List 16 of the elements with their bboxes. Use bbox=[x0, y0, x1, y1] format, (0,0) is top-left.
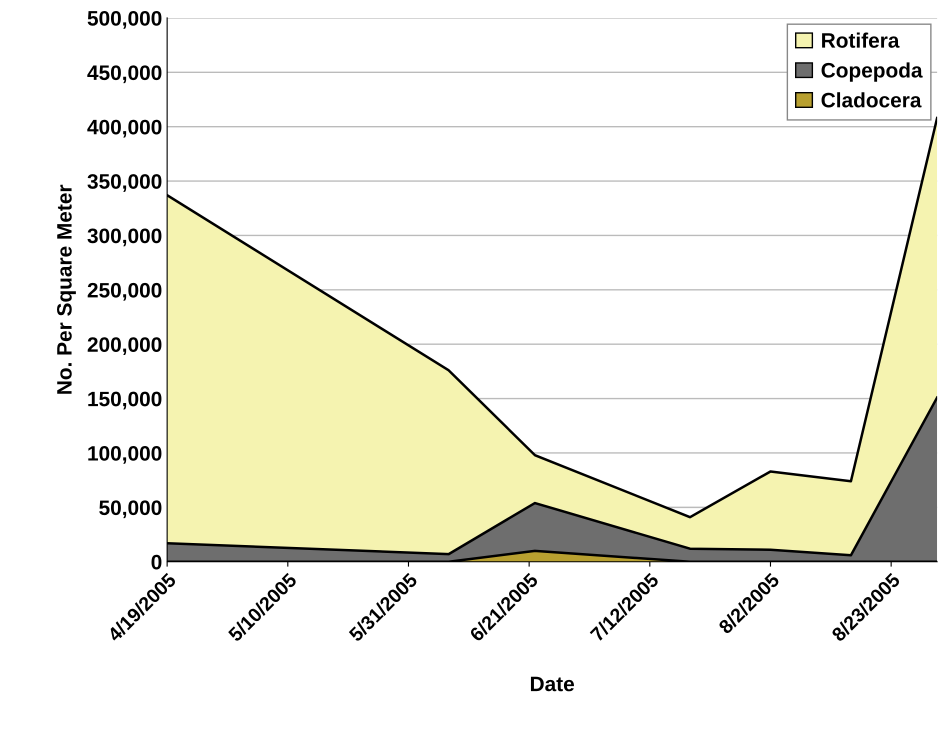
x-axis-title: Date bbox=[530, 676, 574, 692]
legend-label: Cladocera bbox=[822, 92, 922, 108]
y-tick-label: 100,000 bbox=[88, 446, 162, 464]
y-tick-label: 200,000 bbox=[88, 337, 162, 356]
y-tick-label: 350,000 bbox=[87, 174, 162, 192]
y-tick-label: 300,000 bbox=[87, 228, 162, 246]
y-tick-label: 250,000 bbox=[88, 282, 162, 301]
y-tick-label: 150,000 bbox=[88, 392, 162, 410]
y-tick-label: 450,000 bbox=[87, 65, 162, 84]
y-tick-label: 0 bbox=[152, 554, 162, 570]
y-axis-title: No. Per Square Meter bbox=[57, 184, 76, 394]
y-tick-label: 50,000 bbox=[99, 500, 162, 518]
y-tick-label: 500,000 bbox=[88, 10, 162, 29]
legend-label: Rotifera bbox=[822, 32, 900, 48]
y-tick-label: 400,000 bbox=[87, 120, 162, 138]
legend-label: Copepoda bbox=[822, 62, 923, 82]
